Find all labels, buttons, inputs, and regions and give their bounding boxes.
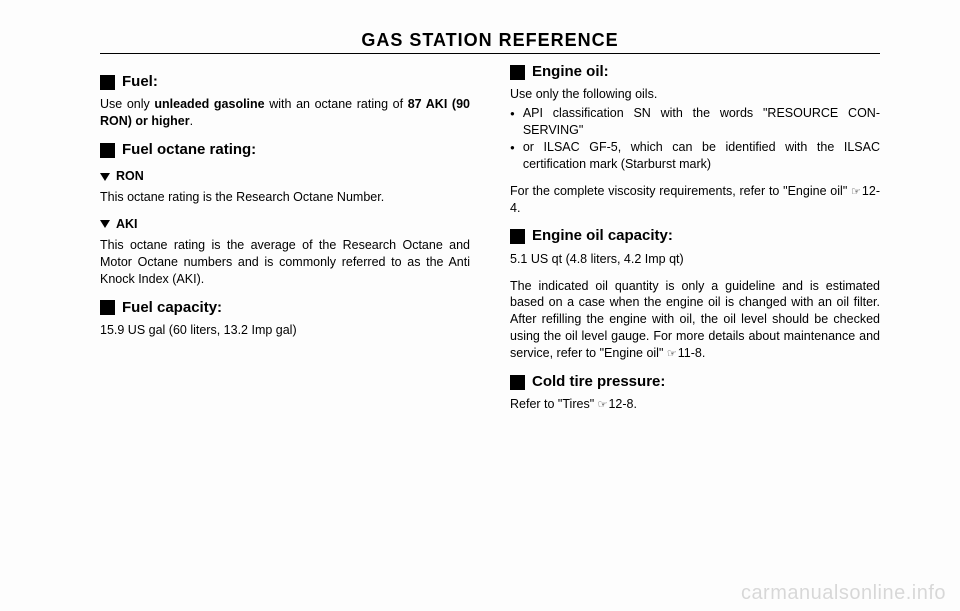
engine-oil-intro: Use only the following oils.: [510, 86, 880, 103]
triangle-down-icon: [100, 173, 110, 181]
page-title: GAS STATION REFERENCE: [361, 30, 618, 51]
square-bullet-icon: [510, 375, 525, 390]
subhead-aki: AKI: [100, 216, 470, 233]
aki-text: This octane rating is the average of the…: [100, 237, 470, 288]
reference-text: 12-8.: [608, 397, 637, 411]
oil-capacity-value: 5.1 US qt (4.8 liters, 4.2 Imp qt): [510, 251, 880, 268]
square-bullet-icon: [100, 75, 115, 90]
reference-icon: [667, 346, 678, 360]
reference-text: 11-8.: [678, 346, 706, 360]
text: Use only: [100, 97, 154, 111]
section-heading: Fuel octane rating:: [122, 140, 256, 160]
bullet-dot-icon: [510, 139, 515, 156]
section-tire-pressure: Cold tire pressure:: [510, 372, 880, 392]
square-bullet-icon: [510, 65, 525, 80]
bullet-line: or ILSAC GF-5, which can be identified w…: [510, 139, 880, 173]
title-rule: [100, 53, 880, 54]
section-heading: Engine oil capacity:: [532, 226, 673, 246]
bullet-line: API classification SN with the words "RE…: [510, 105, 880, 139]
text: with an octane rating of: [265, 97, 408, 111]
reference-icon: [851, 184, 862, 198]
ron-text: This octane rating is the Research Octan…: [100, 189, 470, 206]
reference-icon: [598, 397, 609, 411]
section-heading: Fuel:: [122, 72, 158, 92]
text: Refer to "Tires": [510, 397, 598, 411]
section-fuel-capacity: Fuel capacity:: [100, 298, 470, 318]
subhead-ron: RON: [100, 168, 470, 185]
square-bullet-icon: [510, 229, 525, 244]
tire-text: Refer to "Tires" 12-8.: [510, 396, 880, 413]
section-oil-capacity: Engine oil capacity:: [510, 226, 880, 246]
right-column: Engine oil: Use only the following oils.…: [510, 62, 880, 423]
section-fuel: Fuel:: [100, 72, 470, 92]
engine-oil-bullets: API classification SN with the words "RE…: [510, 105, 880, 173]
fuel-text: Use only unleaded gasoline with an octan…: [100, 96, 470, 130]
columns: Fuel: Use only unleaded gasoline with an…: [100, 62, 880, 423]
text-bold: unleaded gasoline: [154, 97, 264, 111]
section-heading: Fuel capacity:: [122, 298, 222, 318]
title-wrap: GAS STATION REFERENCE: [100, 30, 880, 51]
section-octane: Fuel octane rating:: [100, 140, 470, 160]
text: .: [190, 114, 193, 128]
section-heading: Engine oil:: [532, 62, 609, 82]
subhead-label: AKI: [116, 216, 138, 233]
square-bullet-icon: [100, 143, 115, 158]
section-heading: Cold tire pressure:: [532, 372, 665, 392]
triangle-down-icon: [100, 220, 110, 228]
subhead-label: RON: [116, 168, 144, 185]
engine-oil-footer: For the complete viscosity requirements,…: [510, 183, 880, 217]
section-engine-oil: Engine oil:: [510, 62, 880, 82]
fuel-capacity-text: 15.9 US gal (60 liters, 13.2 Imp gal): [100, 322, 470, 339]
page: GAS STATION REFERENCE Fuel: Use only unl…: [0, 0, 960, 423]
square-bullet-icon: [100, 300, 115, 315]
bullet-dot-icon: [510, 105, 515, 122]
text: For the complete viscosity requirements,…: [510, 184, 851, 198]
bullet-text: or ILSAC GF-5, which can be identified w…: [523, 139, 880, 173]
bullet-text: API classification SN with the words "RE…: [523, 105, 880, 139]
watermark-text: carmanualsonline.info: [741, 582, 946, 605]
oil-capacity-para: The indicated oil quantity is only a gui…: [510, 278, 880, 362]
left-column: Fuel: Use only unleaded gasoline with an…: [100, 62, 470, 423]
